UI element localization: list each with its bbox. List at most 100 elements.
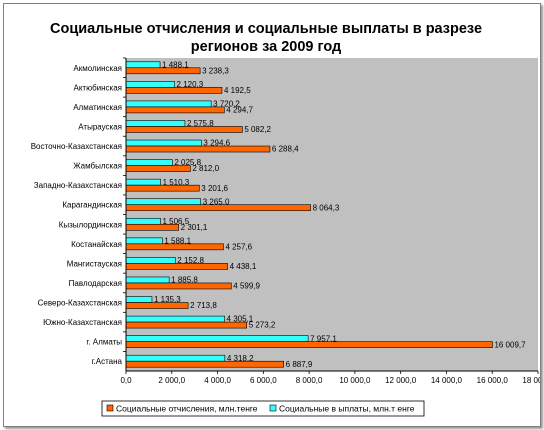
deductions-value-label: 16 009,7 xyxy=(494,340,526,349)
deductions-value-label: 4 294,7 xyxy=(226,106,253,115)
payments-value-label: 7 957,1 xyxy=(310,334,337,343)
category-label: г.Астана xyxy=(92,357,123,366)
payments-value-label: 4 305,1 xyxy=(227,315,254,324)
category-label: Западно-Казахстанская xyxy=(34,181,122,190)
deductions-bar xyxy=(125,165,191,172)
payments-value-label: 1 135,3 xyxy=(154,295,181,304)
deductions-bar xyxy=(125,282,232,290)
payments-bar xyxy=(125,198,202,206)
category-label: Мангистауская xyxy=(67,259,122,268)
category-label: Карагандинская xyxy=(62,201,122,210)
bars-layer: 1 488,1 3 238,3 2 120,3 4 192,5 3 720,24 294… xyxy=(125,60,526,369)
category-label: Акмолинская xyxy=(73,64,122,73)
payments-value-label: 3 720,2 xyxy=(213,100,240,109)
deductions-bar xyxy=(125,87,223,94)
deductions-bar xyxy=(125,243,224,251)
deductions-bar xyxy=(125,106,225,114)
legend-label-deductions: Социальные отчисления, млн.тенге xyxy=(116,404,258,414)
deductions-value-label: 3 238,3 xyxy=(202,66,229,75)
deductions-bar xyxy=(125,223,179,231)
category-label: Южно-Казахстанская xyxy=(43,318,122,327)
deductions-value-label: 4 257,6 xyxy=(225,242,252,251)
deductions-bar xyxy=(125,263,228,270)
x-tick-label: 14 000,0 xyxy=(431,376,463,385)
deductions-value-label: 5 273,2 xyxy=(249,321,276,330)
category-label: Павлодарская xyxy=(69,279,122,288)
payments-bar xyxy=(125,354,226,362)
deductions-value-label: 8 064,3 xyxy=(313,203,340,212)
deductions-value-label: 3 201,6 xyxy=(201,184,228,193)
category-label: Актюбинская xyxy=(73,83,122,92)
payments-bar xyxy=(125,178,161,186)
payments-bar xyxy=(125,276,170,284)
chart-title-line-2: регионов за 2009 год xyxy=(191,39,341,55)
x-tick-label: 10 000,0 xyxy=(339,376,371,385)
category-label: Жамбылская xyxy=(73,162,122,171)
legend: Социальные отчисления, млн.тенге Социальн… xyxy=(101,400,425,417)
payments-value-label: 1 510,3 xyxy=(163,178,190,187)
payments-bar xyxy=(125,159,173,166)
category-label: Восточно-Казахстанская xyxy=(31,142,122,151)
payments-bar xyxy=(125,100,212,108)
legend-label-payments: Социальные в ыплаты, млн.т енге xyxy=(279,404,415,414)
x-tick-label: 18 000,0 xyxy=(522,376,540,385)
payments-value-label: 4 318,2 xyxy=(227,354,254,363)
deductions-bar xyxy=(125,360,284,368)
chart-title-line-1: Социальные отчисления и социальные выпла… xyxy=(50,21,482,37)
payments-bar xyxy=(125,296,153,303)
x-tick-label: 12 000,0 xyxy=(385,376,417,385)
x-tick-label: 16 000,0 xyxy=(477,376,509,385)
payments-value-label: 1 885,8 xyxy=(171,276,198,285)
deductions-bar xyxy=(125,302,189,309)
payments-bar xyxy=(125,335,309,342)
category-label: Костанайская xyxy=(71,240,122,249)
deductions-value-label: 2 301,1 xyxy=(181,223,208,232)
payments-bar xyxy=(125,139,202,147)
payments-value-label: 2 152,8 xyxy=(177,256,204,265)
category-label: Атырауская xyxy=(78,122,122,131)
deductions-bar xyxy=(125,341,493,348)
bar-chart: Социальные отчисления и социальные выпла… xyxy=(31,21,540,417)
deductions-bar xyxy=(125,145,271,153)
payments-bar xyxy=(125,120,186,127)
payments-value-label: 3 265,0 xyxy=(203,197,230,206)
x-tick-label: 6 000,0 xyxy=(250,376,277,385)
legend-swatch-deductions xyxy=(106,404,114,412)
deductions-bar xyxy=(125,321,247,329)
payments-bar xyxy=(125,81,175,88)
payments-value-label: 2 120,3 xyxy=(177,80,204,89)
deductions-bar xyxy=(125,67,201,75)
deductions-value-label: 4 192,5 xyxy=(224,86,251,95)
deductions-value-label: 4 438,1 xyxy=(230,262,257,271)
category-label: Алматинская xyxy=(73,103,122,112)
legend-box xyxy=(101,400,425,417)
deductions-value-label: 5 082,2 xyxy=(244,125,271,134)
x-tick-label: 2 000,0 xyxy=(158,376,185,385)
payments-bar xyxy=(125,61,161,69)
deductions-value-label: 2 713,8 xyxy=(190,301,217,310)
axis-layer: Акмолинская Актюбинская Алматинская Атыраус… xyxy=(31,57,540,385)
deductions-value-label: 6 887,9 xyxy=(286,360,313,369)
category-label: Кызылординская xyxy=(59,220,122,229)
category-label: г. Алматы xyxy=(86,338,122,347)
deductions-value-label: 4 599,9 xyxy=(233,282,260,291)
payments-bar xyxy=(125,237,163,245)
category-label: Северо-Казахстанская xyxy=(38,299,122,308)
deductions-bar xyxy=(125,184,200,192)
payments-value-label: 1 506,5 xyxy=(162,217,189,226)
payments-value-label: 2 025,8 xyxy=(174,158,201,167)
payments-bar xyxy=(125,217,161,225)
deductions-bar xyxy=(125,204,311,212)
x-tick-label: 0,0 xyxy=(120,376,132,385)
deductions-value-label: 2 812,0 xyxy=(192,164,219,173)
legend-swatch-payments xyxy=(269,404,277,412)
payments-value-label: 3 294,6 xyxy=(203,139,230,148)
payments-value-label: 2 575,8 xyxy=(187,119,214,128)
x-tick-label: 4 000,0 xyxy=(204,376,231,385)
payments-bar xyxy=(125,257,176,264)
payments-bar xyxy=(125,315,225,323)
deductions-value-label: 6 288,4 xyxy=(272,145,299,154)
x-tick-label: 8 000,0 xyxy=(296,376,323,385)
deductions-bar xyxy=(125,126,243,133)
payments-value-label: 1 488,1 xyxy=(162,60,189,69)
